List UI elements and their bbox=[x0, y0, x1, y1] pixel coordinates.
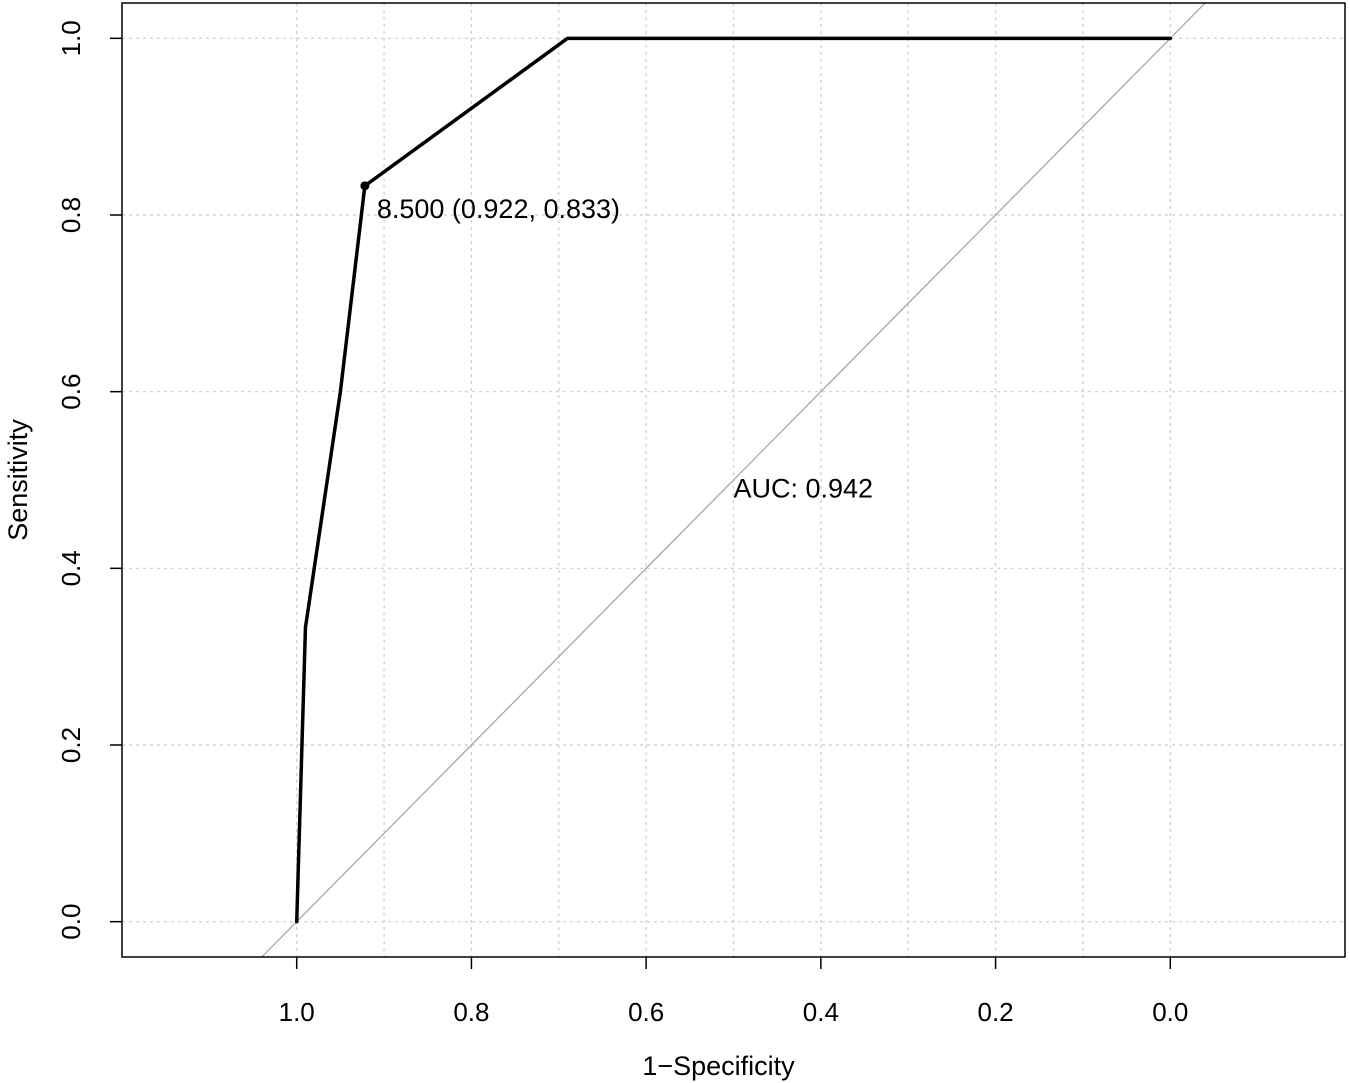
y-tick-label: 0.0 bbox=[56, 904, 86, 940]
threshold-point bbox=[360, 181, 370, 191]
y-tick-label: 0.2 bbox=[56, 727, 86, 763]
roc-curve-group bbox=[294, 36, 1173, 924]
x-tick-label: 0.6 bbox=[628, 997, 664, 1027]
annotations: AUC: 0.942 bbox=[734, 474, 874, 504]
y-tick-label: 0.8 bbox=[56, 197, 86, 233]
x-axis: 1.0 0.8 0.6 0.4 0.2 0.0 bbox=[279, 957, 1188, 1027]
plot-frame bbox=[121, 2, 1346, 958]
auc-label: AUC: 0.942 bbox=[734, 474, 874, 504]
y-axis-title: Sensitivity bbox=[3, 419, 33, 541]
x-tick-label: 0.0 bbox=[1152, 997, 1188, 1027]
x-tick-label: 0.4 bbox=[803, 997, 839, 1027]
x-tick-label: 0.2 bbox=[977, 997, 1013, 1027]
y-tick-label: 0.6 bbox=[56, 374, 86, 410]
y-axis: 0.0 0.2 0.4 0.6 0.8 1.0 bbox=[56, 20, 122, 940]
grid bbox=[122, 3, 1345, 957]
reference-line bbox=[261, 2, 1206, 958]
y-tick-label: 1.0 bbox=[56, 20, 86, 56]
x-axis-title: 1−Specificity bbox=[642, 1051, 795, 1081]
reference-diagonal bbox=[261, 2, 1206, 958]
roc-curve-line bbox=[294, 36, 1173, 924]
y-tick-label: 0.4 bbox=[56, 550, 86, 586]
x-tick-label: 1.0 bbox=[279, 997, 315, 1027]
x-tick-label: 0.8 bbox=[453, 997, 489, 1027]
threshold-label: 8.500 (0.922, 0.833) bbox=[377, 194, 620, 224]
